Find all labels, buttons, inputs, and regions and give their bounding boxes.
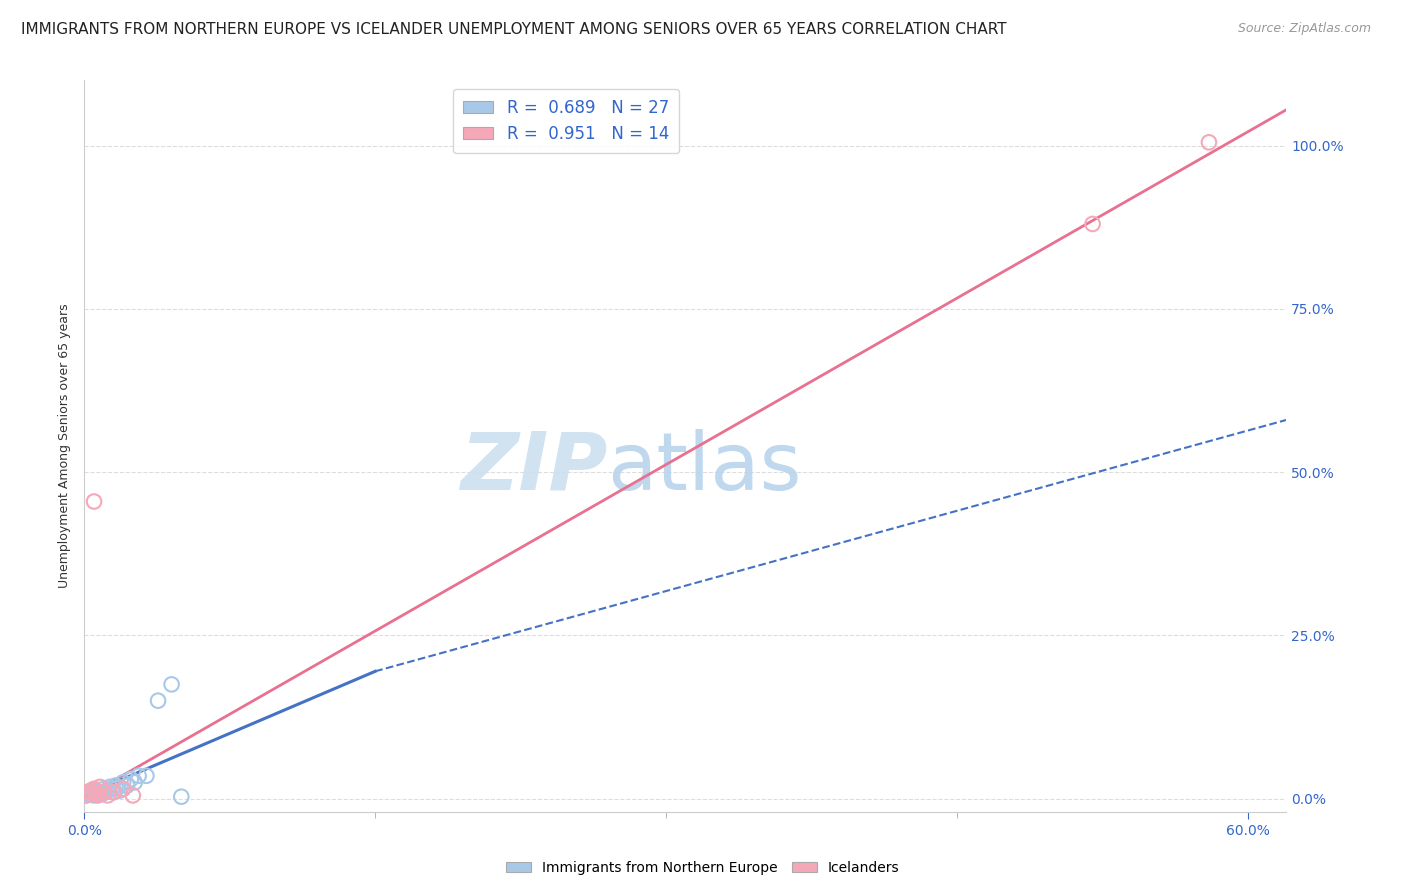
Point: [84, 787, 107, 801]
Point: [112, 781, 135, 796]
Text: atlas: atlas: [607, 429, 801, 507]
Point: [83, 494, 105, 508]
Point: [83, 781, 105, 796]
Point: [160, 677, 183, 691]
Point: [146, 694, 169, 708]
Point: [1198, 136, 1220, 150]
Point: [104, 779, 127, 793]
Point: [128, 769, 150, 783]
Point: [79, 784, 101, 798]
Point: [89, 780, 111, 794]
Point: [77, 787, 100, 801]
Text: Source: ZipAtlas.com: Source: ZipAtlas.com: [1237, 22, 1371, 36]
Point: [84, 784, 107, 798]
Point: [75, 789, 97, 803]
Point: [120, 772, 142, 786]
Point: [121, 789, 143, 803]
Point: [87, 789, 110, 803]
Point: [90, 787, 112, 801]
Point: [89, 785, 111, 799]
Text: IMMIGRANTS FROM NORTHERN EUROPE VS ICELANDER UNEMPLOYMENT AMONG SENIORS OVER 65 : IMMIGRANTS FROM NORTHERN EUROPE VS ICELA…: [21, 22, 1007, 37]
Point: [77, 785, 100, 799]
Point: [94, 785, 117, 799]
Point: [93, 781, 115, 796]
Point: [1081, 217, 1104, 231]
Point: [97, 784, 120, 798]
Point: [100, 781, 122, 796]
Point: [93, 785, 115, 799]
Point: [75, 789, 97, 803]
Text: ZIP: ZIP: [460, 429, 607, 507]
Y-axis label: Unemployment Among Seniors over 65 years: Unemployment Among Seniors over 65 years: [58, 303, 72, 589]
Point: [135, 769, 157, 783]
Point: [124, 775, 146, 789]
Point: [105, 781, 128, 796]
Point: [82, 785, 104, 799]
Point: [83, 789, 105, 803]
Legend: R =  0.689   N = 27, R =  0.951   N = 14: R = 0.689 N = 27, R = 0.951 N = 14: [453, 88, 679, 153]
Point: [103, 785, 125, 799]
Point: [82, 785, 104, 799]
Legend: Immigrants from Northern Europe, Icelanders: Immigrants from Northern Europe, Iceland…: [501, 855, 905, 880]
Point: [112, 775, 135, 789]
Point: [103, 785, 125, 799]
Point: [79, 788, 101, 802]
Point: [170, 789, 193, 804]
Point: [87, 787, 110, 801]
Point: [98, 780, 121, 794]
Point: [97, 789, 120, 803]
Point: [115, 779, 138, 793]
Point: [108, 784, 131, 798]
